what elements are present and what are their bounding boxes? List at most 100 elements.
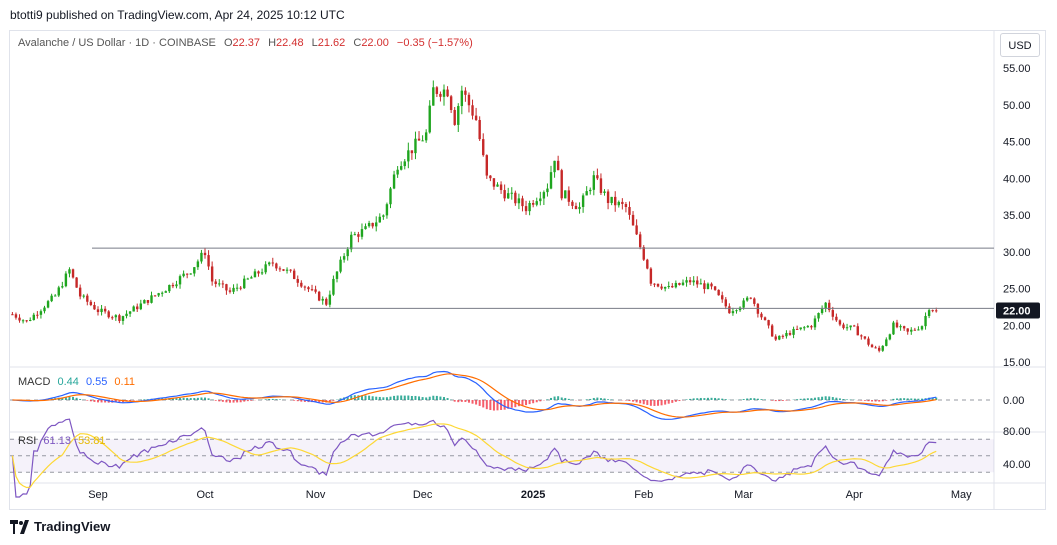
candle-body bbox=[457, 106, 460, 125]
macd-histogram-bar bbox=[293, 400, 296, 401]
macd-histogram-bar bbox=[564, 397, 567, 400]
candle-body bbox=[150, 295, 153, 303]
high-value: 22.48 bbox=[276, 37, 304, 49]
macd-histogram-bar bbox=[871, 400, 874, 402]
macd-histogram-bar bbox=[396, 395, 399, 400]
price-tick-label: 55.00 bbox=[1003, 63, 1031, 75]
macd-histogram-bar bbox=[64, 396, 67, 400]
macd-histogram-bar bbox=[703, 398, 706, 400]
rsi-value: 61.13 bbox=[43, 435, 71, 447]
candle-body bbox=[189, 273, 192, 275]
candle-body bbox=[524, 206, 528, 212]
macd-histogram-bar bbox=[742, 399, 745, 400]
macd-histogram-bar bbox=[592, 397, 595, 400]
candle-body bbox=[392, 174, 396, 189]
macd-histogram-bar bbox=[97, 400, 99, 403]
candle-body bbox=[96, 309, 100, 313]
macd-histogram-bar bbox=[200, 397, 203, 400]
candle-body bbox=[257, 271, 260, 274]
macd-histogram-bar bbox=[114, 400, 117, 403]
candle-body bbox=[75, 277, 78, 288]
macd-histogram-bar bbox=[514, 400, 517, 408]
macd-histogram-bar bbox=[204, 397, 207, 400]
candle-body bbox=[61, 286, 64, 288]
tradingview-logo[interactable]: TradingView bbox=[10, 519, 110, 534]
macd-histogram-bar bbox=[207, 398, 210, 400]
candle-body bbox=[888, 334, 892, 340]
candle-body bbox=[870, 344, 874, 348]
macd-histogram-bar bbox=[906, 398, 909, 400]
candle-body bbox=[460, 90, 464, 107]
candle-body bbox=[581, 195, 585, 207]
candle-body bbox=[663, 286, 667, 289]
candle-body bbox=[414, 138, 417, 154]
macd-histogram-bar bbox=[821, 396, 824, 400]
candle-body bbox=[342, 256, 346, 260]
candle-body bbox=[175, 284, 178, 287]
macd-histogram-bar bbox=[525, 400, 528, 406]
macd-histogram-bar bbox=[385, 397, 388, 400]
macd-histogram-bar bbox=[553, 396, 556, 400]
candle-body bbox=[539, 198, 542, 202]
candle-body bbox=[289, 269, 292, 271]
candle-body bbox=[842, 324, 845, 329]
macd-histogram-bar bbox=[364, 395, 367, 400]
candle-body bbox=[396, 169, 399, 175]
candle-body bbox=[831, 310, 835, 317]
candle-body bbox=[300, 282, 303, 287]
macd-histogram-bar bbox=[196, 397, 199, 400]
candle-body bbox=[485, 155, 489, 176]
candle-body bbox=[792, 328, 795, 335]
candle-body bbox=[53, 295, 57, 297]
macd-histogram-bar bbox=[371, 396, 374, 400]
candle-body bbox=[685, 280, 688, 283]
candle-body bbox=[278, 268, 282, 270]
candle-body bbox=[478, 120, 481, 140]
candle-body bbox=[728, 306, 731, 314]
macd-histogram-bar bbox=[510, 400, 513, 408]
macd-histogram-bar bbox=[189, 398, 192, 400]
candle-body bbox=[182, 273, 185, 277]
candle-body bbox=[93, 305, 96, 310]
macd-histogram-bar bbox=[72, 396, 75, 400]
candle-body bbox=[203, 252, 207, 256]
macd-histogram-bar bbox=[485, 400, 488, 410]
candle-body bbox=[877, 347, 881, 351]
macd-histogram-bar bbox=[86, 400, 89, 401]
candle-body bbox=[178, 276, 182, 285]
macd-histogram-bar bbox=[585, 399, 588, 400]
macd-histogram-bar bbox=[649, 400, 652, 406]
chart-frame[interactable] bbox=[9, 30, 1046, 510]
candle-body bbox=[453, 109, 456, 125]
candle-body bbox=[424, 132, 428, 141]
currency-button[interactable]: USD bbox=[1000, 33, 1040, 57]
candle-body bbox=[817, 313, 820, 319]
candle-body bbox=[735, 310, 738, 312]
candle-body bbox=[596, 175, 599, 179]
candle-body bbox=[820, 308, 824, 314]
macd-histogram-bar bbox=[296, 400, 299, 402]
candle-body bbox=[899, 326, 902, 328]
candle-body bbox=[927, 310, 931, 316]
candle-body bbox=[660, 286, 663, 289]
price-tick-label: 40.00 bbox=[1003, 173, 1031, 185]
macd-histogram-bar bbox=[710, 397, 713, 400]
price-tick-label: 50.00 bbox=[1003, 100, 1031, 112]
macd-histogram-bar bbox=[706, 397, 709, 400]
candle-body bbox=[828, 302, 831, 311]
candle-body bbox=[803, 327, 806, 329]
macd-histogram-bar bbox=[867, 400, 870, 402]
candle-body bbox=[18, 317, 21, 321]
macd-signal-value: 0.11 bbox=[114, 376, 136, 388]
macd-histogram-bar bbox=[796, 399, 799, 400]
macd-histogram-bar bbox=[546, 399, 549, 400]
candle-body bbox=[36, 314, 39, 316]
candle-body bbox=[724, 299, 727, 307]
macd-histogram-bar bbox=[464, 400, 467, 402]
candle-body bbox=[535, 201, 538, 205]
candle-body bbox=[335, 271, 339, 279]
time-tick-label: Apr bbox=[846, 489, 863, 501]
candle-body bbox=[171, 284, 175, 287]
macd-histogram-bar bbox=[507, 400, 510, 409]
